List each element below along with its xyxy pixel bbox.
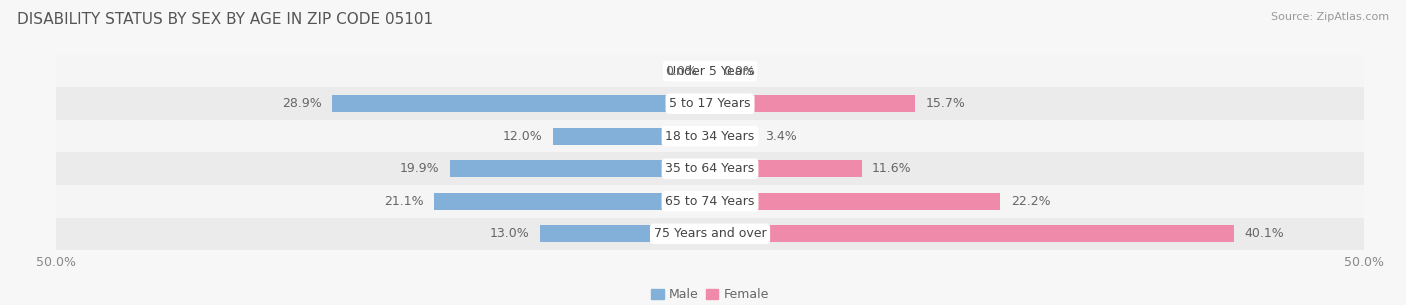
Text: 18 to 34 Years: 18 to 34 Years: [665, 130, 755, 143]
Bar: [56, 185, 1364, 217]
Text: 28.9%: 28.9%: [283, 97, 322, 110]
Text: 3.4%: 3.4%: [765, 130, 797, 143]
Text: 22.2%: 22.2%: [1011, 195, 1050, 208]
Text: 19.9%: 19.9%: [399, 162, 439, 175]
Bar: [56, 152, 1364, 185]
Text: 15.7%: 15.7%: [925, 97, 966, 110]
Text: 11.6%: 11.6%: [872, 162, 912, 175]
Bar: [56, 55, 1364, 88]
Bar: [710, 95, 915, 112]
Bar: [56, 88, 1364, 120]
Text: 65 to 74 Years: 65 to 74 Years: [665, 195, 755, 208]
Bar: [450, 160, 710, 177]
Text: Under 5 Years: Under 5 Years: [666, 65, 754, 78]
Bar: [710, 193, 1000, 210]
Bar: [553, 128, 710, 145]
Bar: [540, 225, 710, 242]
Bar: [56, 120, 1364, 152]
Text: 35 to 64 Years: 35 to 64 Years: [665, 162, 755, 175]
Text: 21.1%: 21.1%: [384, 195, 423, 208]
Text: Source: ZipAtlas.com: Source: ZipAtlas.com: [1271, 12, 1389, 22]
Text: 40.1%: 40.1%: [1244, 227, 1285, 240]
Text: 5 to 17 Years: 5 to 17 Years: [669, 97, 751, 110]
Bar: [710, 225, 1234, 242]
Bar: [710, 160, 862, 177]
Legend: Male, Female: Male, Female: [647, 283, 773, 305]
Text: 13.0%: 13.0%: [489, 227, 530, 240]
Bar: [710, 128, 755, 145]
Text: 75 Years and over: 75 Years and over: [654, 227, 766, 240]
Text: 0.0%: 0.0%: [723, 65, 755, 78]
Bar: [332, 95, 710, 112]
Bar: [56, 217, 1364, 250]
Bar: [434, 193, 710, 210]
Text: 0.0%: 0.0%: [665, 65, 697, 78]
Text: DISABILITY STATUS BY SEX BY AGE IN ZIP CODE 05101: DISABILITY STATUS BY SEX BY AGE IN ZIP C…: [17, 12, 433, 27]
Text: 12.0%: 12.0%: [503, 130, 543, 143]
